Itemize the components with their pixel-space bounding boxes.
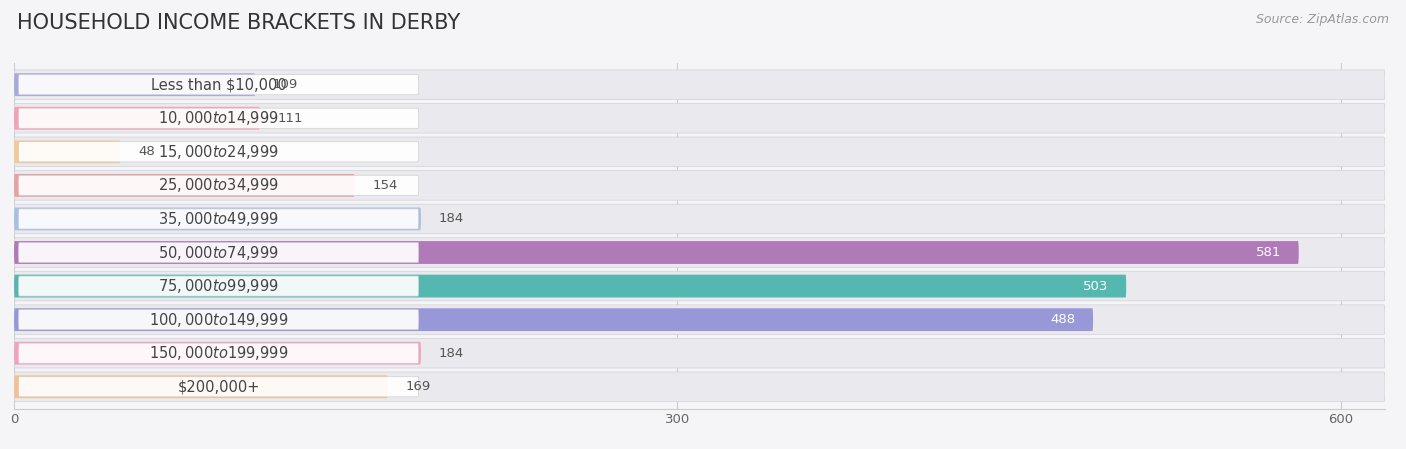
Text: Less than $10,000: Less than $10,000 <box>150 77 287 92</box>
Text: $100,000 to $149,999: $100,000 to $149,999 <box>149 311 288 329</box>
FancyBboxPatch shape <box>14 207 420 230</box>
Text: HOUSEHOLD INCOME BRACKETS IN DERBY: HOUSEHOLD INCOME BRACKETS IN DERBY <box>17 13 460 34</box>
FancyBboxPatch shape <box>14 73 254 96</box>
FancyBboxPatch shape <box>14 174 354 197</box>
FancyBboxPatch shape <box>14 107 260 130</box>
FancyBboxPatch shape <box>18 276 419 296</box>
FancyBboxPatch shape <box>14 204 1385 234</box>
Text: 111: 111 <box>277 112 302 125</box>
FancyBboxPatch shape <box>14 372 1385 401</box>
Text: 581: 581 <box>1256 246 1281 259</box>
FancyBboxPatch shape <box>18 75 419 95</box>
Text: $200,000+: $200,000+ <box>177 379 260 394</box>
FancyBboxPatch shape <box>18 309 419 330</box>
Text: $150,000 to $199,999: $150,000 to $199,999 <box>149 344 288 362</box>
Text: $15,000 to $24,999: $15,000 to $24,999 <box>157 143 278 161</box>
FancyBboxPatch shape <box>18 377 419 397</box>
FancyBboxPatch shape <box>14 339 1385 368</box>
FancyBboxPatch shape <box>18 175 419 195</box>
FancyBboxPatch shape <box>14 342 420 365</box>
FancyBboxPatch shape <box>18 142 419 162</box>
Text: 154: 154 <box>373 179 398 192</box>
Text: $25,000 to $34,999: $25,000 to $34,999 <box>157 176 278 194</box>
FancyBboxPatch shape <box>14 308 1092 331</box>
FancyBboxPatch shape <box>14 103 1385 133</box>
FancyBboxPatch shape <box>14 375 388 398</box>
Text: 184: 184 <box>439 347 464 360</box>
FancyBboxPatch shape <box>14 238 1385 267</box>
FancyBboxPatch shape <box>18 343 419 363</box>
FancyBboxPatch shape <box>18 108 419 128</box>
FancyBboxPatch shape <box>14 241 1299 264</box>
FancyBboxPatch shape <box>14 275 1126 298</box>
FancyBboxPatch shape <box>18 242 419 263</box>
Text: 109: 109 <box>273 78 298 91</box>
Text: 488: 488 <box>1050 313 1076 326</box>
FancyBboxPatch shape <box>14 271 1385 301</box>
Text: 184: 184 <box>439 212 464 225</box>
Text: 48: 48 <box>138 145 155 158</box>
Text: 503: 503 <box>1083 280 1108 293</box>
Text: $10,000 to $14,999: $10,000 to $14,999 <box>157 109 278 127</box>
FancyBboxPatch shape <box>14 171 1385 200</box>
FancyBboxPatch shape <box>14 70 1385 99</box>
FancyBboxPatch shape <box>14 305 1385 335</box>
FancyBboxPatch shape <box>14 137 1385 167</box>
FancyBboxPatch shape <box>14 141 120 163</box>
Text: 169: 169 <box>405 380 430 393</box>
Text: Source: ZipAtlas.com: Source: ZipAtlas.com <box>1256 13 1389 26</box>
Text: $75,000 to $99,999: $75,000 to $99,999 <box>157 277 278 295</box>
Text: $50,000 to $74,999: $50,000 to $74,999 <box>157 243 278 261</box>
Text: $35,000 to $49,999: $35,000 to $49,999 <box>157 210 278 228</box>
FancyBboxPatch shape <box>18 209 419 229</box>
